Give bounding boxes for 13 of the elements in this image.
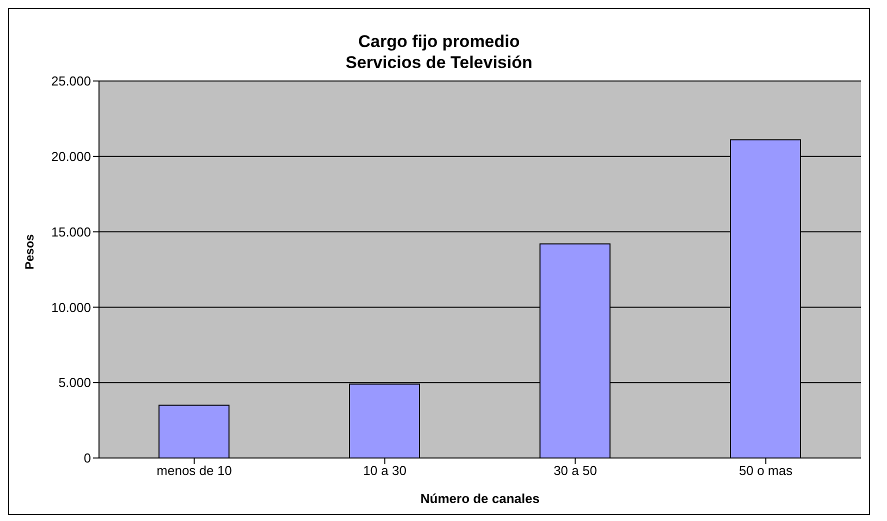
x-axis-title: Número de canales [420,491,540,506]
y-tick-label: 25.000 [51,74,91,89]
y-tick-label: 5.000 [58,375,91,390]
y-tick-label: 10.000 [51,300,91,315]
x-tick-label: menos de 10 [156,463,232,478]
x-tick-label: 10 a 30 [363,463,406,478]
x-tick-label: 50 o mas [739,463,793,478]
x-tick-label: 30 a 50 [554,463,597,478]
y-tick-label: 0 [84,450,91,466]
y-tick-label: 15.000 [51,224,91,240]
y-tick-label: 20.000 [51,149,91,164]
chart-title: Cargo fijo promedio Servicios de Televisión [344,31,534,73]
y-axis-title: Pesos [22,234,36,270]
